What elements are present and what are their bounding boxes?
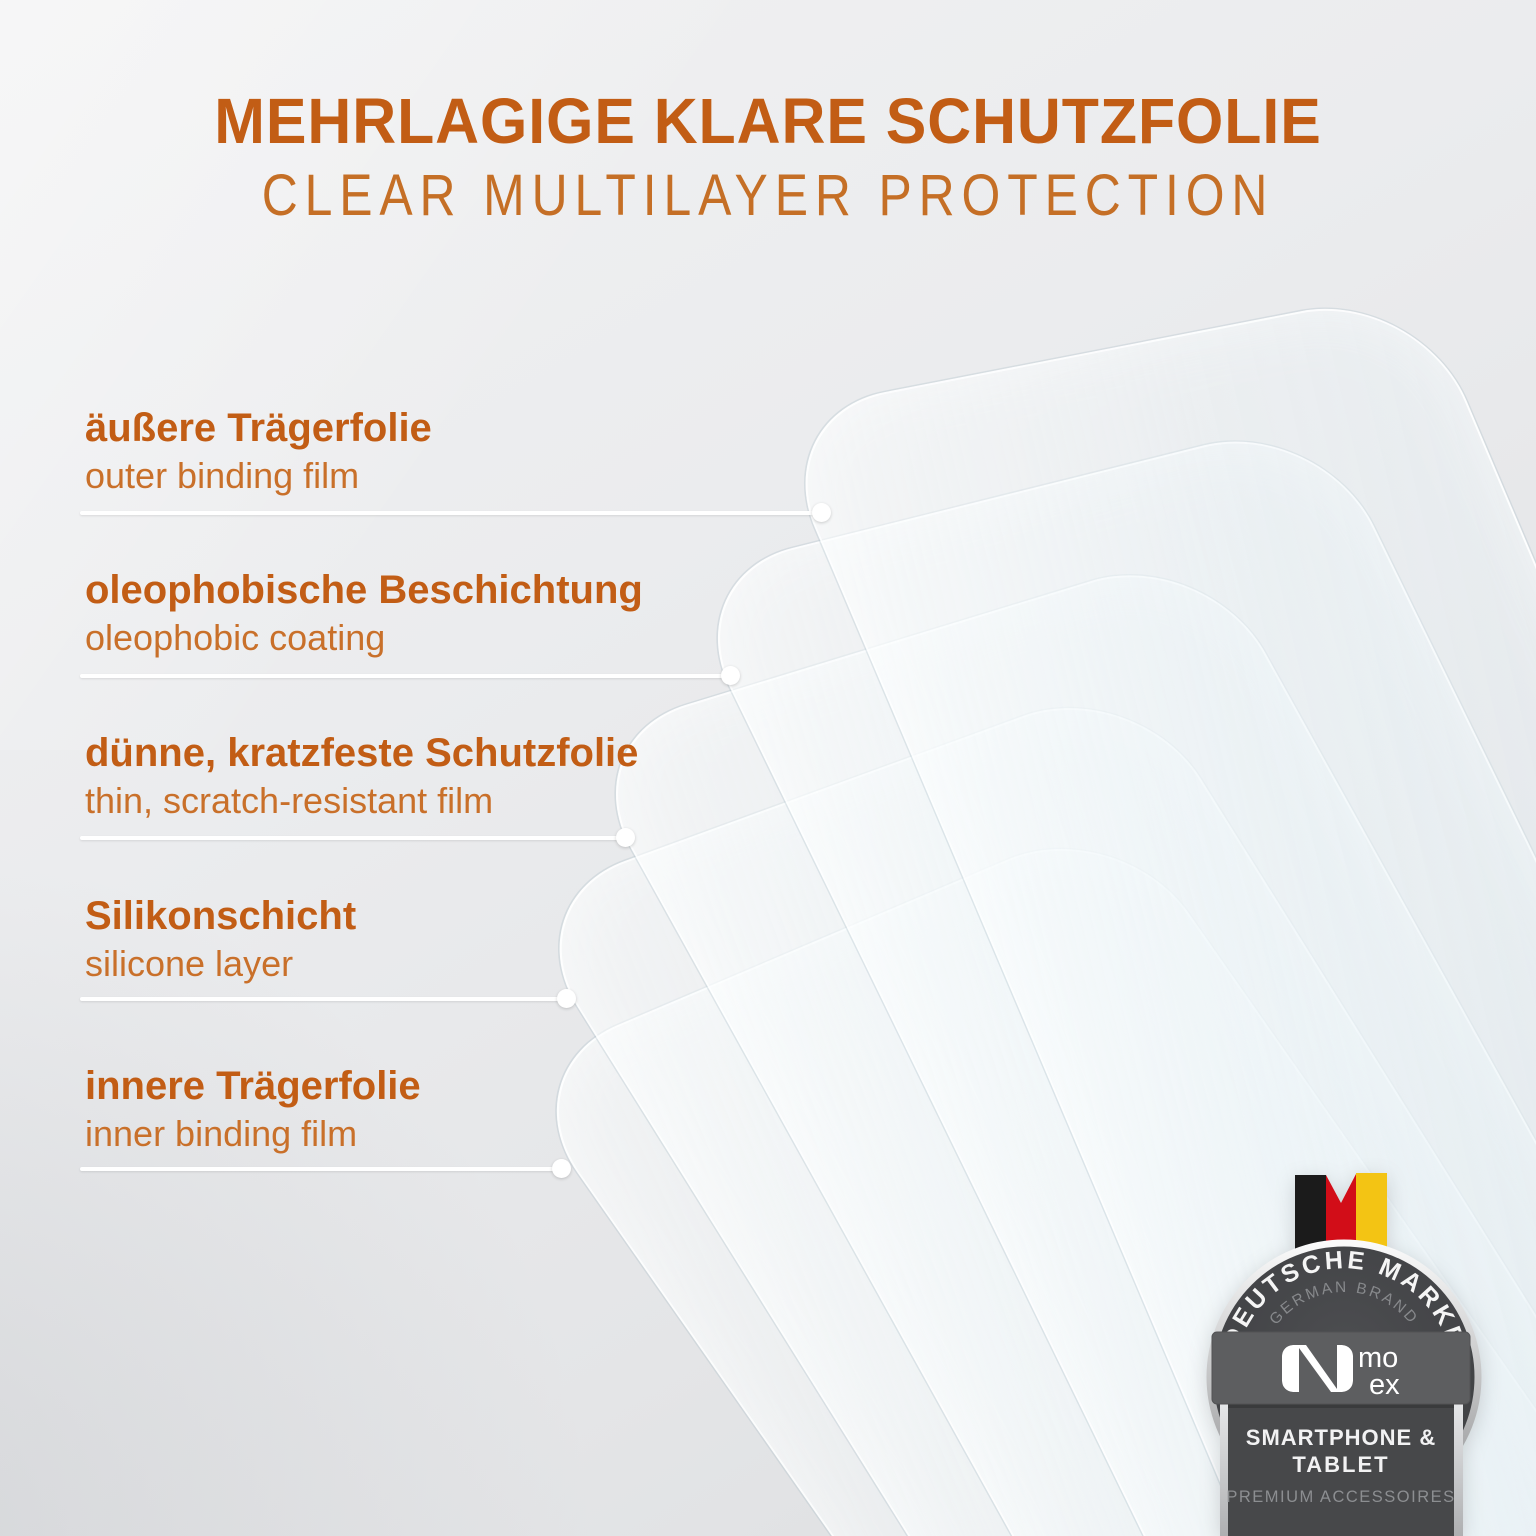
header: MEHRLAGIGE KLARE SCHUTZFOLIE CLEAR MULTI… <box>0 86 1536 228</box>
leader-line-3 <box>80 828 635 848</box>
panel-line1: SMARTPHONE & <box>1246 1425 1436 1450</box>
layer-label-en: inner binding film <box>85 1113 358 1154</box>
leader-dot-icon <box>812 503 831 523</box>
layer-label-2: oleophobische Beschichtung oleophobic co… <box>85 566 643 663</box>
moex-logo-line1: mo <box>1358 1342 1398 1374</box>
page-title: MEHRLAGIGE KLARE SCHUTZFOLIE <box>214 85 1322 157</box>
moex-n-icon <box>1282 1345 1353 1392</box>
page-subtitle: CLEAR MULTILAYER PROTECTION <box>261 163 1275 229</box>
layer-label-de: dünne, kratzfeste Schutzfolie <box>85 731 639 775</box>
layer-label-4: Silikonschicht silicone layer <box>85 892 356 989</box>
badge-banner: mo ex <box>1211 1331 1471 1405</box>
leader-dot-icon <box>721 666 740 686</box>
badge-panel: SMARTPHONE & TABLET PREMIUM ACCESSOIRES <box>1220 1396 1463 1536</box>
layer-label-3: dünne, kratzfeste Schutzfolie thin, scra… <box>85 729 638 826</box>
layer-label-5: innere Trägerfolie inner binding film <box>85 1062 421 1159</box>
leader-dot-icon <box>616 828 635 848</box>
moex-logo-line2: ex <box>1369 1369 1400 1401</box>
layer-label-de: innere Trägerfolie <box>85 1064 421 1108</box>
leader-line-2 <box>80 666 740 686</box>
leader-dot-icon <box>557 989 576 1009</box>
panel-line2: TABLET <box>1292 1452 1389 1477</box>
layer-label-de: oleophobische Beschichtung <box>85 568 643 612</box>
layer-label-en: oleophobic coating <box>85 617 386 658</box>
layer-label-de: Silikonschicht <box>85 894 357 938</box>
leader-dot-icon <box>552 1159 571 1179</box>
layer-label-1: äußere Trägerfolie outer binding film <box>85 404 432 501</box>
layer-label-en: thin, scratch-resistant film <box>85 780 494 821</box>
leader-line-4 <box>80 989 576 1009</box>
panel-subtitle: PREMIUM ACCESSOIRES <box>1226 1488 1455 1506</box>
layer-label-en: silicone layer <box>85 943 294 984</box>
leader-line-1 <box>80 503 831 523</box>
layer-label-de: äußere Trägerfolie <box>85 406 432 450</box>
leader-line-5 <box>80 1159 571 1179</box>
layer-label-en: outer binding film <box>85 455 360 496</box>
brand-badge: DEUTSCHE MARKE GERMAN BRAND SMARTPHONE &… <box>1190 1140 1536 1536</box>
